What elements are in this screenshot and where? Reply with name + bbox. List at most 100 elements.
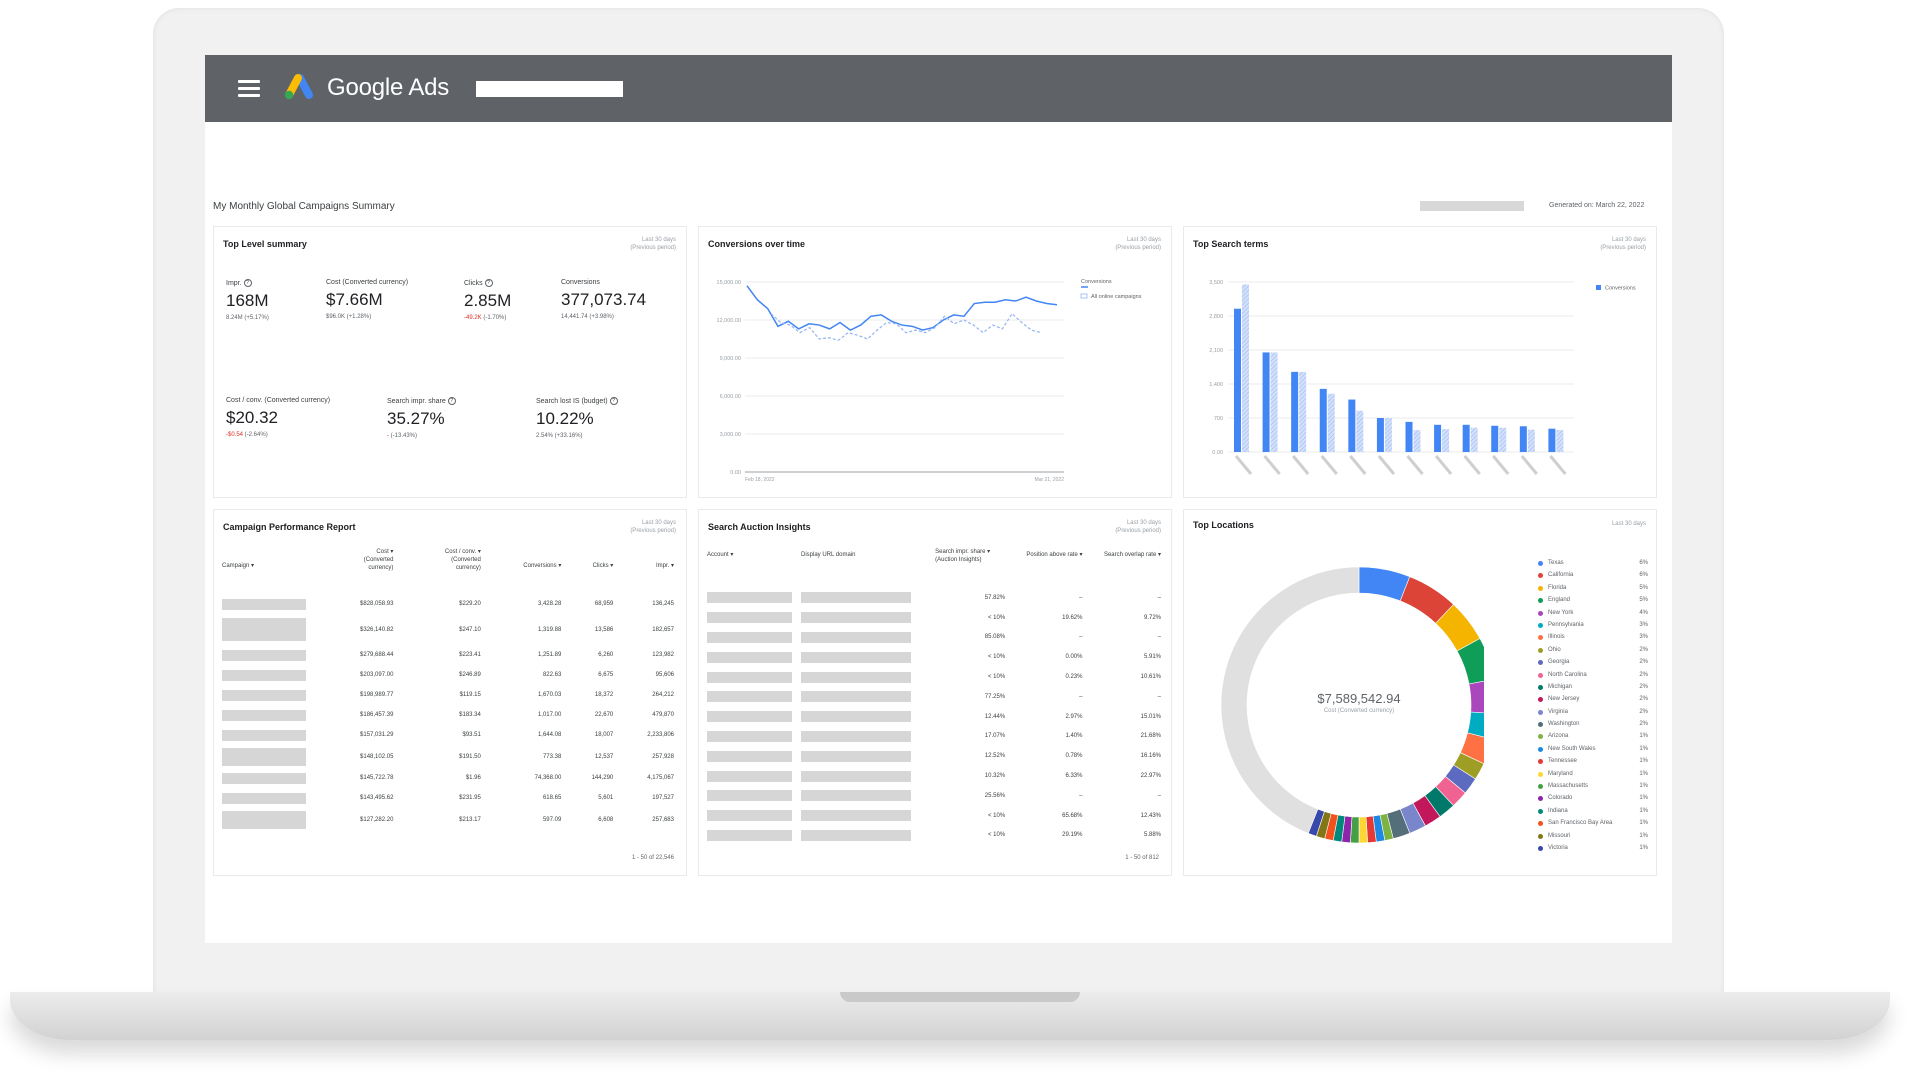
legend-item[interactable]: Virginia 2% — [1538, 709, 1653, 721]
column-header[interactable]: Clicks ▾ — [592, 563, 614, 569]
column-header[interactable]: Conversions ▾ — [523, 563, 562, 569]
domain-placeholder[interactable] — [801, 671, 911, 683]
table-row[interactable]: $326,140.82 $247.10 1,319.88 13,586 182,657 — [218, 614, 678, 645]
column-header[interactable]: Position above rate ▾ — [1026, 552, 1083, 558]
legend-item[interactable]: Tennessee 1% — [1538, 758, 1653, 770]
column-header[interactable]: Campaign ▾ — [222, 563, 255, 569]
account-placeholder[interactable] — [707, 651, 792, 663]
table-row[interactable]: $203,097.00 $246.89 822.63 6,675 95,606 — [218, 665, 678, 685]
campaign-name-placeholder[interactable] — [222, 618, 306, 641]
legend-item[interactable]: Indiana 1% — [1538, 808, 1653, 820]
column-header[interactable]: Display URL domain — [801, 552, 856, 558]
legend-item[interactable]: Massachusetts 1% — [1538, 783, 1653, 795]
table-row[interactable]: < 10% 0.00% 5.91% — [703, 647, 1165, 667]
table-row[interactable]: $186,457.39 $183.34 1,017.00 22,670 479,870 — [218, 705, 678, 725]
column-header[interactable]: Cost / conv. ▾ (Converted currency) — [444, 549, 481, 571]
domain-placeholder[interactable] — [801, 612, 911, 624]
legend-item[interactable]: Pennsylvania 3% — [1538, 622, 1653, 634]
account-placeholder[interactable] — [707, 829, 792, 841]
legend-item[interactable]: North Carolina 2% — [1538, 672, 1653, 684]
table-row[interactable]: 12.44% 2.97% 15.01% — [703, 707, 1165, 727]
campaign-name-placeholder[interactable] — [222, 792, 306, 804]
column-header[interactable]: Search impr. share ▾ (Auction Insights) — [935, 549, 991, 563]
legend-item[interactable]: New Jersey 2% — [1538, 696, 1653, 708]
legend-item[interactable]: Illinois 3% — [1538, 634, 1653, 646]
help-icon[interactable]: ? — [447, 397, 456, 405]
domain-placeholder[interactable] — [801, 829, 911, 841]
pagination[interactable]: 1 - 50 of 22,546 — [631, 855, 674, 861]
account-placeholder[interactable] — [707, 810, 792, 822]
google-ads-logo-icon[interactable] — [281, 72, 315, 102]
domain-placeholder[interactable] — [801, 730, 911, 742]
campaign-name-placeholder[interactable] — [222, 689, 306, 701]
menu-icon[interactable] — [238, 80, 260, 97]
table-row[interactable]: $198,989.77 $119.15 1,670.03 18,372 264,212 — [218, 685, 678, 705]
campaign-name-placeholder[interactable] — [222, 709, 306, 721]
table-row[interactable]: $279,688.44 $223.41 1,251.89 6,260 123,982 — [218, 645, 678, 665]
table-row[interactable]: 77.25% – – — [703, 687, 1165, 707]
account-placeholder[interactable] — [707, 631, 792, 643]
legend-item[interactable]: California 6% — [1538, 572, 1653, 584]
account-placeholder[interactable] — [707, 691, 792, 703]
date-range-selector[interactable] — [1420, 201, 1524, 211]
legend-item[interactable]: San Francisco Bay Area 1% — [1538, 820, 1653, 832]
campaign-name-placeholder[interactable] — [222, 669, 306, 681]
campaign-name-placeholder[interactable] — [222, 649, 306, 661]
domain-placeholder[interactable] — [801, 651, 911, 663]
domain-placeholder[interactable] — [801, 592, 911, 604]
table-row[interactable]: < 10% 29.19% 5.88% — [703, 826, 1165, 846]
domain-placeholder[interactable] — [801, 711, 911, 723]
campaign-name-placeholder[interactable] — [222, 729, 306, 741]
column-header[interactable]: Impr. ▾ — [655, 563, 674, 569]
account-placeholder[interactable] — [707, 711, 792, 723]
legend-item[interactable]: Missouri 1% — [1538, 833, 1653, 845]
legend-item[interactable]: Georgia 2% — [1538, 659, 1653, 671]
legend-item[interactable]: Victoria 1% — [1538, 845, 1653, 857]
domain-placeholder[interactable] — [801, 631, 911, 643]
account-placeholder[interactable] — [707, 671, 792, 683]
pagination[interactable]: 1 - 50 of 812 — [1125, 855, 1159, 861]
table-row[interactable]: < 10% 65.68% 12.43% — [703, 806, 1165, 826]
column-header[interactable]: Cost ▾ (Converted currency) — [363, 549, 394, 571]
table-row[interactable]: $127,282.20 $213.17 597.09 6,608 257,683 — [218, 808, 678, 831]
table-row[interactable]: 12.52% 0.78% 16.16% — [703, 746, 1165, 766]
table-row[interactable]: 57.82% – – — [703, 588, 1165, 608]
table-row[interactable]: $148,102.05 $191.50 773.38 12,537 257,928 — [218, 745, 678, 768]
table-row[interactable]: $145,722.78 $1.96 74,368.00 144,290 4,175,06… — [218, 768, 678, 788]
legend-item[interactable]: Ohio 2% — [1538, 647, 1653, 659]
campaign-name-placeholder[interactable] — [222, 772, 306, 784]
table-row[interactable]: 17.07% 1.40% 21.68% — [703, 727, 1165, 747]
help-icon[interactable]: ? — [609, 397, 618, 405]
search-input[interactable] — [476, 81, 623, 97]
account-placeholder[interactable] — [707, 730, 792, 742]
legend-item[interactable]: New South Wales 1% — [1538, 746, 1653, 758]
table-row[interactable]: 10.32% 6.33% 22.97% — [703, 766, 1165, 786]
account-placeholder[interactable] — [707, 750, 792, 762]
help-icon[interactable]: ? — [243, 279, 252, 287]
legend-item[interactable]: Colorado 1% — [1538, 795, 1653, 807]
table-row[interactable]: $828,058.93 $229.20 3,428.28 68,959 136,245 — [218, 594, 678, 614]
account-placeholder[interactable] — [707, 612, 792, 624]
legend-item[interactable]: Washington 2% — [1538, 721, 1653, 733]
table-row[interactable]: < 10% 19.62% 9.72% — [703, 608, 1165, 628]
legend-item[interactable]: Florida 5% — [1538, 585, 1653, 597]
account-placeholder[interactable] — [707, 790, 792, 802]
domain-placeholder[interactable] — [801, 810, 911, 822]
campaign-name-placeholder[interactable] — [222, 598, 306, 610]
domain-placeholder[interactable] — [801, 770, 911, 782]
domain-placeholder[interactable] — [801, 691, 911, 703]
legend-item[interactable]: England 5% — [1538, 597, 1653, 609]
table-row[interactable]: 25.56% – – — [703, 786, 1165, 806]
campaign-name-placeholder[interactable] — [222, 747, 306, 766]
table-row[interactable]: 85.08% – – — [703, 628, 1165, 648]
domain-placeholder[interactable] — [801, 790, 911, 802]
table-row[interactable]: $143,495.62 $231.95 618.65 5,601 197,527 — [218, 788, 678, 808]
legend-item[interactable]: New York 4% — [1538, 610, 1653, 622]
campaign-name-placeholder[interactable] — [222, 810, 306, 829]
legend-item[interactable]: Arizona 1% — [1538, 733, 1653, 745]
domain-placeholder[interactable] — [801, 750, 911, 762]
legend-item[interactable]: Texas 6% — [1538, 560, 1653, 572]
column-header[interactable]: Search overlap rate ▾ — [1103, 552, 1161, 558]
column-header[interactable]: Account ▾ — [707, 552, 734, 558]
legend-item[interactable]: Michigan 2% — [1538, 684, 1653, 696]
